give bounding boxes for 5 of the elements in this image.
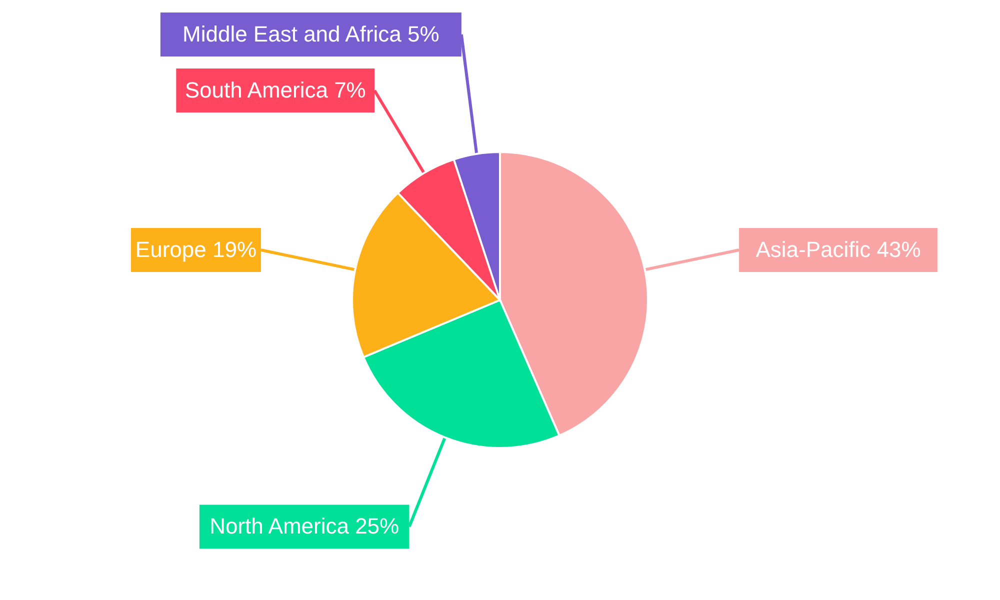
slice-label: Middle East and Africa 5% bbox=[182, 21, 440, 46]
slice-label: Asia-Pacific 43% bbox=[756, 236, 921, 262]
slice-label: South America 7% bbox=[184, 77, 366, 102]
slice-label: North America 25% bbox=[210, 514, 400, 539]
slice-label: Europe 19% bbox=[135, 236, 257, 262]
